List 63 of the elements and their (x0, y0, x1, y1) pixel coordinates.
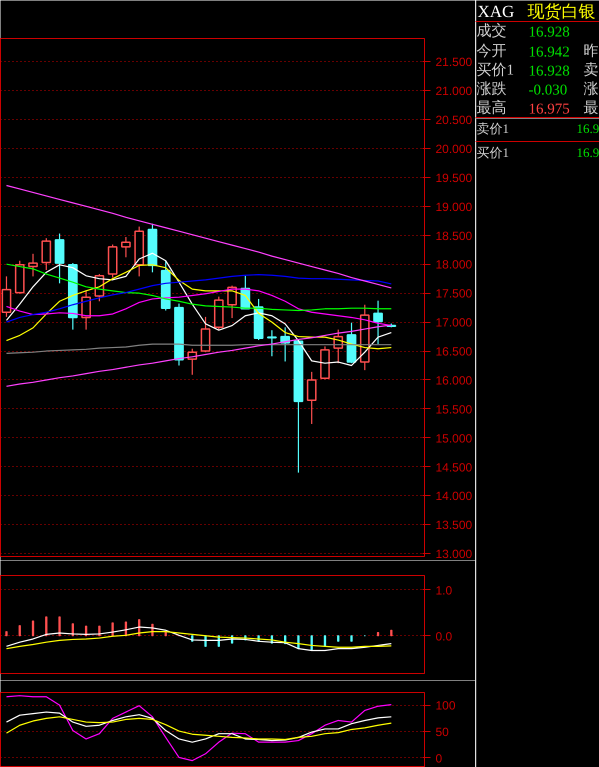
text: 买价1 (476, 62, 514, 78)
candlestick (81, 290, 91, 330)
text: 最 (584, 100, 598, 116)
text: 昨 (584, 42, 598, 60)
text: 成交 (476, 22, 506, 40)
text: 16.9 (576, 121, 599, 136)
line-series (6, 252, 392, 366)
line-series (6, 631, 392, 650)
text: 16.9 (576, 145, 599, 160)
y-tick-label: 19.000 (436, 200, 473, 214)
y-tick-label: 13.000 (436, 547, 473, 562)
y-tick-label: 16.500 (436, 344, 473, 359)
y-tick-label: 18.000 (436, 258, 473, 272)
line-series (6, 274, 392, 323)
y-tick-label: 18.500 (436, 228, 473, 243)
text: 涨 (584, 80, 598, 98)
text: 最高 (476, 100, 506, 116)
text: 16.928 (528, 64, 570, 80)
candlestick (306, 371, 317, 425)
candlestick (121, 236, 131, 258)
text: 卖 (584, 62, 598, 78)
candlestick (28, 253, 38, 277)
y-tick-label: 21.500 (436, 55, 473, 70)
text: 16.975 (528, 102, 570, 118)
text: 今开 (476, 42, 506, 60)
line-series (6, 716, 392, 740)
y-tick-label: 19.500 (436, 170, 473, 185)
y-tick-label: 15.000 (436, 431, 473, 446)
candlestick (41, 238, 52, 271)
line-series (6, 264, 392, 312)
y-tick-label: 50 (436, 725, 450, 740)
y-tick-label: 16.000 (436, 373, 473, 388)
text: 16.942 (528, 44, 570, 60)
text: 16.928 (528, 24, 570, 40)
line-series (6, 324, 392, 387)
y-tick-label: 20.500 (436, 113, 473, 128)
text: 买价1 (476, 145, 509, 160)
line-series (6, 184, 392, 289)
candlestick (200, 316, 210, 353)
candlestick (267, 330, 277, 357)
y-tick-label: 17.000 (436, 316, 473, 330)
text: -0.030 (528, 82, 568, 98)
text: 卖价1 (476, 121, 509, 136)
y-tick-label: 13.500 (436, 518, 473, 532)
y-tick-label: 100 (436, 698, 456, 713)
line-series (6, 264, 392, 350)
y-tick-label: 20.000 (436, 142, 473, 156)
line-series (6, 626, 392, 652)
y-tick-label: 14.000 (436, 489, 473, 504)
candlestick (373, 300, 383, 345)
y-tick-label: 17.500 (436, 286, 473, 301)
y-tick-label: 14.500 (436, 460, 473, 474)
line-series (6, 695, 392, 762)
text: 涨跌 (476, 80, 506, 98)
text: 现货白银 (528, 2, 596, 21)
y-tick-label: 0 (436, 751, 442, 766)
y-tick-label: 21.000 (436, 84, 473, 98)
y-tick-label: 15.500 (436, 402, 473, 416)
y-tick-label: 0.0 (436, 629, 453, 644)
candlestick (54, 232, 64, 284)
line-series (6, 711, 392, 743)
text: XAG (478, 2, 514, 21)
y-tick-label: 1.0 (436, 583, 453, 598)
